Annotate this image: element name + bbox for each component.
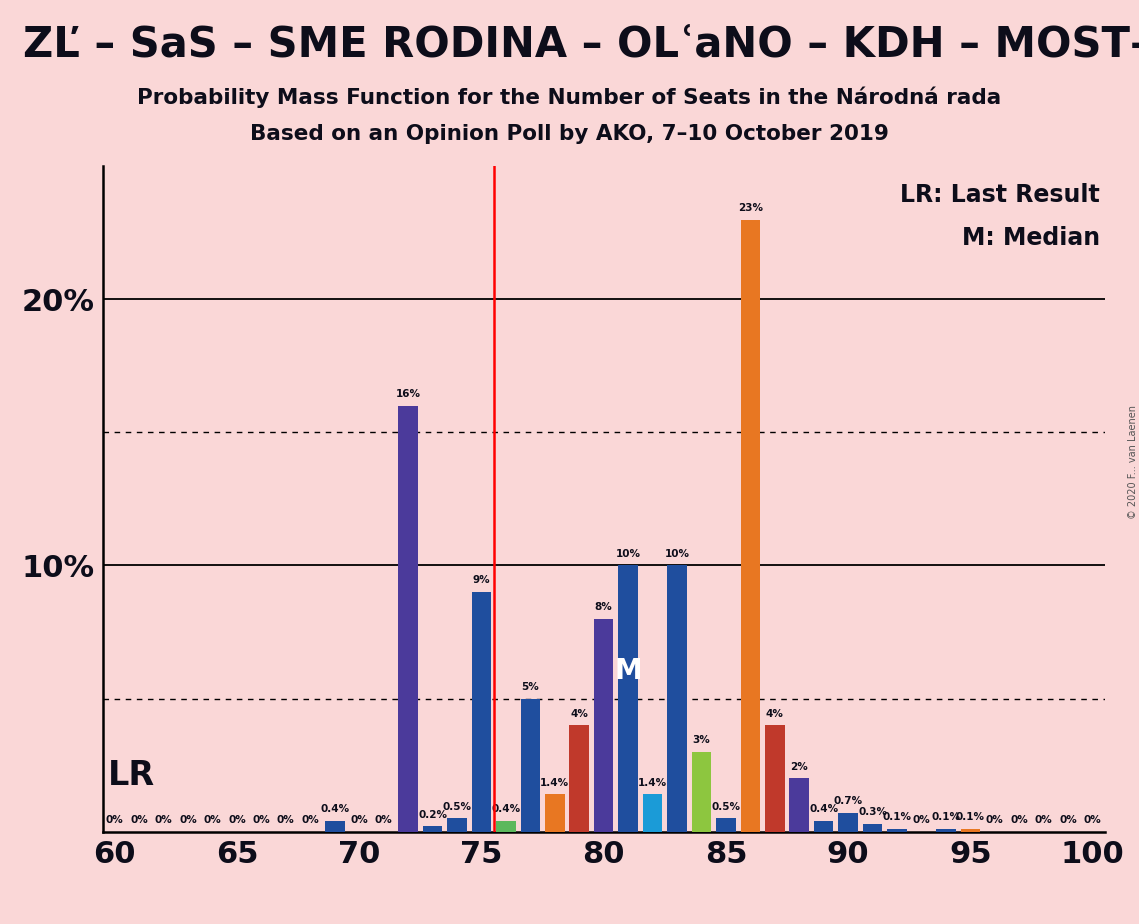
Text: 4%: 4%: [765, 709, 784, 719]
Text: 5%: 5%: [522, 682, 539, 692]
Text: LR: Last Result: LR: Last Result: [900, 183, 1100, 207]
Text: 0.7%: 0.7%: [834, 796, 862, 807]
Text: 0%: 0%: [179, 815, 197, 825]
Text: 0%: 0%: [351, 815, 368, 825]
Bar: [716, 819, 736, 832]
Bar: [691, 752, 711, 832]
Bar: [887, 829, 907, 832]
Text: 2%: 2%: [790, 761, 808, 772]
Bar: [423, 826, 442, 832]
Text: 1.4%: 1.4%: [540, 778, 570, 787]
Text: 0%: 0%: [253, 815, 270, 825]
Text: 0.2%: 0.2%: [418, 809, 446, 820]
Bar: [960, 829, 981, 832]
Bar: [448, 819, 467, 832]
Text: 0.4%: 0.4%: [491, 804, 521, 814]
Bar: [936, 829, 956, 832]
Text: Based on an Opinion Poll by AKO, 7–10 October 2019: Based on an Opinion Poll by AKO, 7–10 Oc…: [251, 124, 888, 144]
Text: 9%: 9%: [473, 576, 490, 586]
Bar: [521, 699, 540, 832]
Bar: [399, 406, 418, 832]
Text: M: Median: M: Median: [961, 226, 1100, 250]
Text: 0%: 0%: [155, 815, 172, 825]
Bar: [544, 795, 565, 832]
Text: 3%: 3%: [693, 736, 711, 745]
Bar: [325, 821, 344, 832]
Bar: [472, 592, 491, 832]
Bar: [497, 821, 516, 832]
Text: 23%: 23%: [738, 203, 763, 213]
Text: 0.4%: 0.4%: [809, 804, 838, 814]
Bar: [570, 725, 589, 832]
Bar: [838, 813, 858, 832]
Text: 0%: 0%: [1059, 815, 1077, 825]
Text: 0.3%: 0.3%: [858, 807, 887, 817]
Text: 0%: 0%: [375, 815, 393, 825]
Bar: [618, 565, 638, 832]
Text: ZĽ – SaS – SME RODINA – OLʿaNO – KDH – MOST–HÍD: ZĽ – SaS – SME RODINA – OLʿaNO – KDH – M…: [23, 23, 1139, 65]
Text: 0.5%: 0.5%: [712, 802, 740, 811]
Text: 0%: 0%: [228, 815, 246, 825]
Text: 16%: 16%: [395, 389, 420, 399]
Text: 0.1%: 0.1%: [883, 812, 911, 822]
Bar: [863, 823, 883, 832]
Bar: [814, 821, 834, 832]
Text: © 2020 F... van Laenen: © 2020 F... van Laenen: [1129, 405, 1138, 519]
Text: 0%: 0%: [106, 815, 124, 825]
Text: 0%: 0%: [1035, 815, 1052, 825]
Bar: [593, 619, 614, 832]
Text: 0.1%: 0.1%: [956, 812, 985, 822]
Text: 0%: 0%: [1083, 815, 1101, 825]
Text: 0%: 0%: [130, 815, 148, 825]
Text: M: M: [614, 657, 642, 686]
Text: 0.5%: 0.5%: [442, 802, 472, 811]
Text: 0.1%: 0.1%: [932, 812, 960, 822]
Text: Probability Mass Function for the Number of Seats in the Národná rada: Probability Mass Function for the Number…: [138, 86, 1001, 108]
Text: 0%: 0%: [912, 815, 931, 825]
Text: 0%: 0%: [204, 815, 221, 825]
Text: 10%: 10%: [664, 549, 689, 559]
Text: 0%: 0%: [277, 815, 295, 825]
Bar: [667, 565, 687, 832]
Bar: [642, 795, 663, 832]
Text: 0%: 0%: [986, 815, 1003, 825]
Text: 0%: 0%: [302, 815, 319, 825]
Text: 10%: 10%: [615, 549, 640, 559]
Text: 8%: 8%: [595, 602, 613, 612]
Text: LR: LR: [107, 759, 155, 792]
Text: 0.4%: 0.4%: [320, 804, 350, 814]
Text: 4%: 4%: [571, 709, 588, 719]
Text: 1.4%: 1.4%: [638, 778, 667, 787]
Bar: [740, 220, 760, 832]
Bar: [765, 725, 785, 832]
Bar: [789, 778, 809, 832]
Text: 0%: 0%: [1010, 815, 1029, 825]
